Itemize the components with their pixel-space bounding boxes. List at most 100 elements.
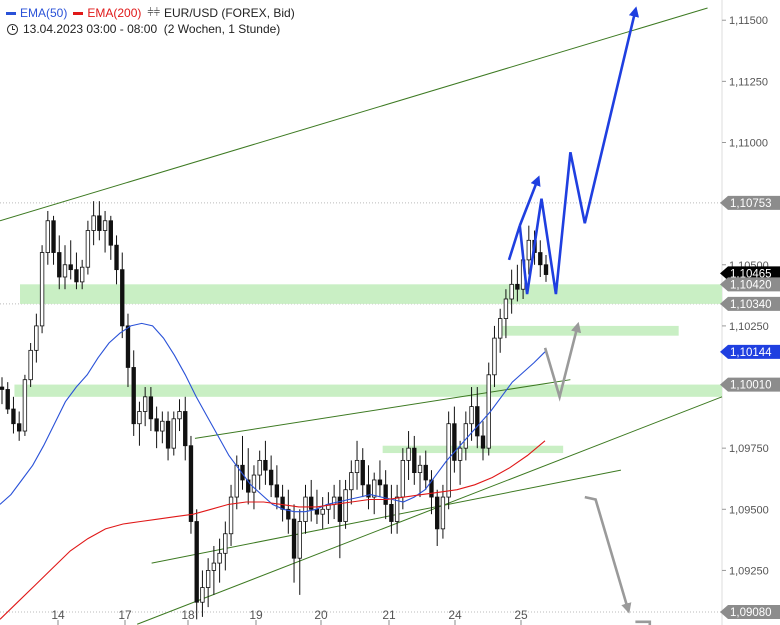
candle: [85, 220, 91, 275]
price-tag-label: 1,10753: [730, 198, 772, 210]
candle: [257, 450, 262, 490]
candle-body: [228, 496, 234, 535]
candle-body: [102, 220, 108, 231]
candle-body: [5, 389, 10, 410]
candle-body: [268, 469, 274, 486]
x-tick-label: 20: [314, 608, 328, 622]
candle-body: [177, 411, 182, 420]
candle-body: [160, 420, 165, 432]
chart-legend: EMA(50) EMA(200) ⫩⫩ EUR/USD (FOREX, Bid)…: [6, 5, 301, 37]
candle: [515, 264, 520, 302]
forecast-path-blue-0: [507, 6, 640, 295]
candle: [11, 396, 16, 434]
candle: [228, 484, 234, 546]
price-tag-label: 1,10465: [730, 268, 772, 280]
price-tag-label: 1,10420: [730, 279, 772, 291]
candle: [217, 538, 222, 583]
trend-line-1: [194, 379, 571, 439]
candle-body: [148, 396, 154, 420]
candle-body: [463, 423, 469, 449]
candle-body: [57, 252, 62, 278]
candle-body: [354, 459, 360, 474]
candle: [57, 235, 62, 290]
x-tick-label: 25: [514, 608, 528, 622]
candle: [492, 325, 497, 388]
candle-body: [314, 508, 320, 515]
trend-line-2: [136, 396, 723, 625]
candle-body: [263, 459, 268, 471]
candle-body: [68, 264, 73, 271]
candle-body: [360, 459, 365, 486]
candle-body: [125, 325, 131, 368]
candle: [68, 240, 73, 280]
price-tag: 1,10420: [720, 277, 780, 292]
candle-body: [349, 472, 354, 491]
candle: [263, 440, 268, 485]
candle-body: [417, 464, 423, 474]
candle: [17, 411, 22, 441]
candle-body: [320, 508, 325, 515]
x-tick-label: 21: [382, 608, 396, 622]
candle-body: [526, 239, 531, 261]
candle: [154, 406, 159, 449]
candle: [165, 411, 171, 461]
candle-body: [452, 423, 457, 461]
candle-body: [108, 220, 113, 246]
candle-body: [475, 406, 480, 437]
candle-body: [211, 562, 217, 571]
ema200-label: EMA(200): [87, 6, 142, 20]
candle: [200, 570, 205, 617]
candle: [114, 235, 119, 285]
candle: [125, 313, 131, 388]
candle: [429, 470, 434, 515]
candle-body: [412, 447, 417, 474]
price-tag: 1,09080: [720, 605, 780, 619]
candle: [297, 509, 302, 595]
forecast-path-gray-4: [635, 620, 652, 625]
candle: [108, 215, 113, 260]
candle: [223, 521, 228, 571]
candle-body: [429, 479, 434, 498]
forecast-path-gray-2: [543, 321, 582, 402]
candle: [0, 377, 5, 405]
candle: [120, 252, 125, 339]
legend-ema200[interactable]: EMA(200): [73, 5, 141, 21]
candle: [412, 435, 417, 485]
candle: [274, 465, 280, 510]
candle: [469, 387, 474, 441]
candle: [475, 387, 480, 449]
candle: [91, 201, 96, 246]
candle-body: [234, 464, 239, 498]
legend-instrument[interactable]: ⫩⫩ EUR/USD (FOREX, Bid): [147, 5, 294, 21]
price-tag-bg: [720, 296, 780, 311]
candle-body: [28, 349, 33, 381]
candle: [286, 489, 291, 534]
y-tick-label: 1,11250: [729, 76, 768, 88]
ema200-swatch: [73, 11, 84, 15]
candle-body: [240, 464, 245, 481]
price-tag-label: 1,10340: [730, 299, 772, 311]
candle-body: [400, 459, 406, 498]
candle-body: [17, 423, 22, 432]
candle-body: [257, 459, 262, 476]
candle: [389, 484, 394, 534]
candle-body: [223, 533, 228, 554]
candle: [440, 484, 446, 539]
candle-body: [137, 411, 142, 425]
candle-body: [469, 406, 474, 425]
candle-body: [280, 496, 285, 510]
candle-body: [435, 496, 440, 530]
candle-body: [217, 552, 222, 564]
candle-body: [406, 447, 411, 461]
candle-body: [114, 244, 119, 271]
legend-ema50[interactable]: EMA(50): [6, 5, 67, 21]
candle: [22, 374, 28, 436]
support-zone-2: [14, 384, 722, 397]
candle: [51, 215, 56, 265]
candle: [183, 396, 188, 461]
candle: [303, 484, 308, 534]
candle-body: [440, 496, 446, 530]
candle: [377, 460, 383, 498]
candle: [205, 558, 211, 608]
